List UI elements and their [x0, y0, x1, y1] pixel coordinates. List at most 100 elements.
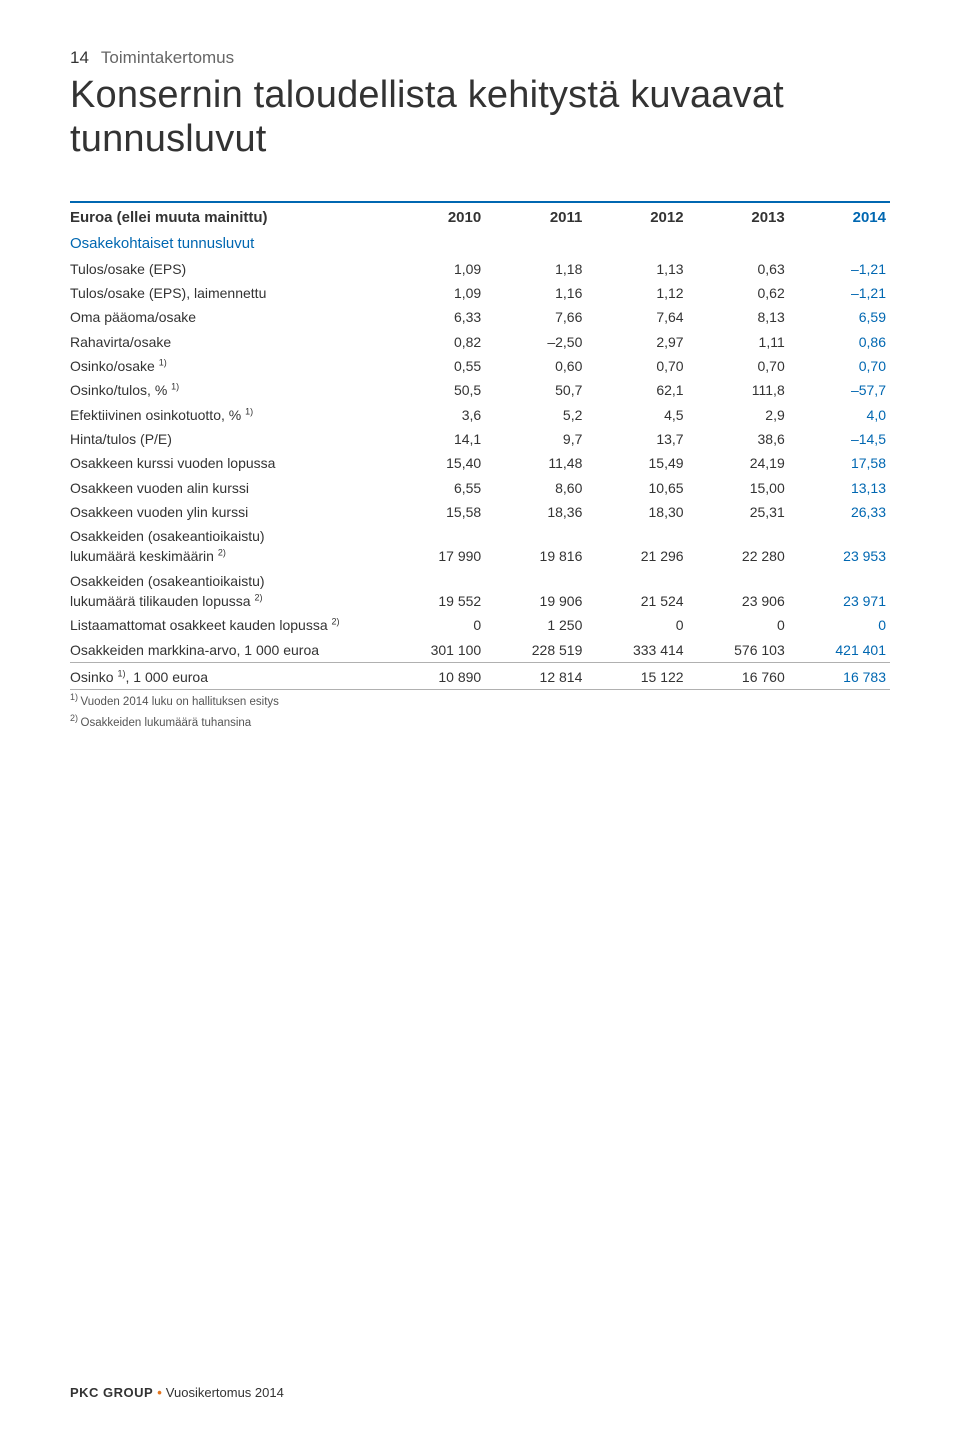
cell: 15,00	[688, 476, 789, 500]
cell: 14,1	[384, 427, 485, 451]
cell: 19 906	[485, 569, 586, 614]
cell: 1,12	[586, 281, 687, 305]
cell: 7,64	[586, 305, 687, 329]
cell: 19 816	[485, 524, 586, 569]
cell: 0,70	[688, 354, 789, 378]
cell: 18,36	[485, 500, 586, 524]
row-label: Tulos/osake (EPS), laimennettu	[70, 281, 384, 305]
table-section-row: Osakekohtaiset tunnusluvut	[70, 231, 890, 257]
cell: 4,0	[789, 403, 890, 427]
cell: 0,63	[688, 257, 789, 281]
row-label: Osinko 1), 1 000 euroa	[70, 662, 384, 689]
table-body: Osakekohtaiset tunnusluvutTulos/osake (E…	[70, 231, 890, 690]
row-label: Osakkeen vuoden ylin kurssi	[70, 500, 384, 524]
cell: 0,82	[384, 330, 485, 354]
cell: –1,21	[789, 281, 890, 305]
row-label: Osakkeen kurssi vuoden lopussa	[70, 451, 384, 475]
cell: 22 280	[688, 524, 789, 569]
cell: 13,13	[789, 476, 890, 500]
footnote-1: 1) Vuoden 2014 luku on hallituksen esity…	[70, 694, 890, 711]
row-label: Efektiivinen osinkotuotto, % 1)	[70, 403, 384, 427]
cell: 6,33	[384, 305, 485, 329]
cell: 23 971	[789, 569, 890, 614]
table-row: Efektiivinen osinkotuotto, % 1)3,65,24,5…	[70, 403, 890, 427]
cell: 1,09	[384, 281, 485, 305]
row-header-label: Euroa (ellei muuta mainittu)	[70, 202, 384, 231]
cell: 0	[789, 613, 890, 637]
footer-brand: PKC GROUP	[70, 1385, 153, 1400]
table-row: Osakkeiden (osakeantioikaistu)lukumäärä …	[70, 569, 890, 614]
cell: 9,7	[485, 427, 586, 451]
cell: 15 122	[586, 662, 687, 689]
table-row: Hinta/tulos (P/E)14,19,713,738,6–14,5	[70, 427, 890, 451]
cell: 21 524	[586, 569, 687, 614]
cell: 19 552	[384, 569, 485, 614]
cell: 8,13	[688, 305, 789, 329]
cell: 0	[384, 613, 485, 637]
cell: –14,5	[789, 427, 890, 451]
cell: 0	[688, 613, 789, 637]
cell: 111,8	[688, 378, 789, 402]
cell: 333 414	[586, 638, 687, 663]
cell: 2,9	[688, 403, 789, 427]
cell: –57,7	[789, 378, 890, 402]
cell: 301 100	[384, 638, 485, 663]
cell: 228 519	[485, 638, 586, 663]
cell: 23 953	[789, 524, 890, 569]
cell: 3,6	[384, 403, 485, 427]
table-row: Oma pääoma/osake6,337,667,648,136,59	[70, 305, 890, 329]
page-number: 14	[70, 48, 89, 68]
cell: 576 103	[688, 638, 789, 663]
cell: 15,49	[586, 451, 687, 475]
cell: 1,13	[586, 257, 687, 281]
cell: 25,31	[688, 500, 789, 524]
row-label: Osakkeen vuoden alin kurssi	[70, 476, 384, 500]
row-label: Hinta/tulos (P/E)	[70, 427, 384, 451]
footer-dot-icon: •	[157, 1385, 162, 1400]
cell: –1,21	[789, 257, 890, 281]
financial-table: Euroa (ellei muuta mainittu) 2010 2011 2…	[70, 201, 890, 690]
table-row: Osakkeiden (osakeantioikaistu)lukumäärä …	[70, 524, 890, 569]
cell: 0,70	[586, 354, 687, 378]
row-label: Osakkeiden (osakeantioikaistu)lukumäärä …	[70, 524, 384, 569]
row-label: Oma pääoma/osake	[70, 305, 384, 329]
cell: 18,30	[586, 500, 687, 524]
footer-text: Vuosikertomus 2014	[166, 1385, 284, 1400]
cell: 17,58	[789, 451, 890, 475]
page-footer: PKC GROUP • Vuosikertomus 2014	[70, 1385, 284, 1400]
row-label: Osakkeiden (osakeantioikaistu)lukumäärä …	[70, 569, 384, 614]
cell: 10,65	[586, 476, 687, 500]
table-row: Tulos/osake (EPS), laimennettu1,091,161,…	[70, 281, 890, 305]
cell: –2,50	[485, 330, 586, 354]
table-row: Osakkeen vuoden ylin kurssi15,5818,3618,…	[70, 500, 890, 524]
cell: 1,16	[485, 281, 586, 305]
cell: 38,6	[688, 427, 789, 451]
cell: 17 990	[384, 524, 485, 569]
footnote-1-text: Vuoden 2014 luku on hallituksen esitys	[81, 696, 279, 708]
footnote-2-marker: 2)	[70, 714, 81, 724]
col-year-1: 2011	[485, 202, 586, 231]
cell: 2,97	[586, 330, 687, 354]
section-name: Toimintakertomus	[101, 48, 234, 68]
cell: 1,09	[384, 257, 485, 281]
cell: 21 296	[586, 524, 687, 569]
row-label: Listaamattomat osakkeet kauden lopussa 2…	[70, 613, 384, 637]
table-row: Rahavirta/osake0,82–2,502,971,110,86	[70, 330, 890, 354]
cell: 0,70	[789, 354, 890, 378]
cell: 50,5	[384, 378, 485, 402]
col-year-0: 2010	[384, 202, 485, 231]
table-header-row: Euroa (ellei muuta mainittu) 2010 2011 2…	[70, 202, 890, 231]
table-row: Osakkeiden markkina-arvo, 1 000 euroa301…	[70, 638, 890, 663]
cell: 5,2	[485, 403, 586, 427]
cell: 23 906	[688, 569, 789, 614]
cell: 62,1	[586, 378, 687, 402]
row-label: Osinko/tulos, % 1)	[70, 378, 384, 402]
table-row: Osakkeen kurssi vuoden lopussa15,4011,48…	[70, 451, 890, 475]
page-header: 14 Toimintakertomus	[70, 48, 890, 68]
cell: 0	[586, 613, 687, 637]
cell: 1,18	[485, 257, 586, 281]
cell: 4,5	[586, 403, 687, 427]
table-row: Osakkeen vuoden alin kurssi6,558,6010,65…	[70, 476, 890, 500]
cell: 6,59	[789, 305, 890, 329]
table-row: Tulos/osake (EPS)1,091,181,130,63–1,21	[70, 257, 890, 281]
